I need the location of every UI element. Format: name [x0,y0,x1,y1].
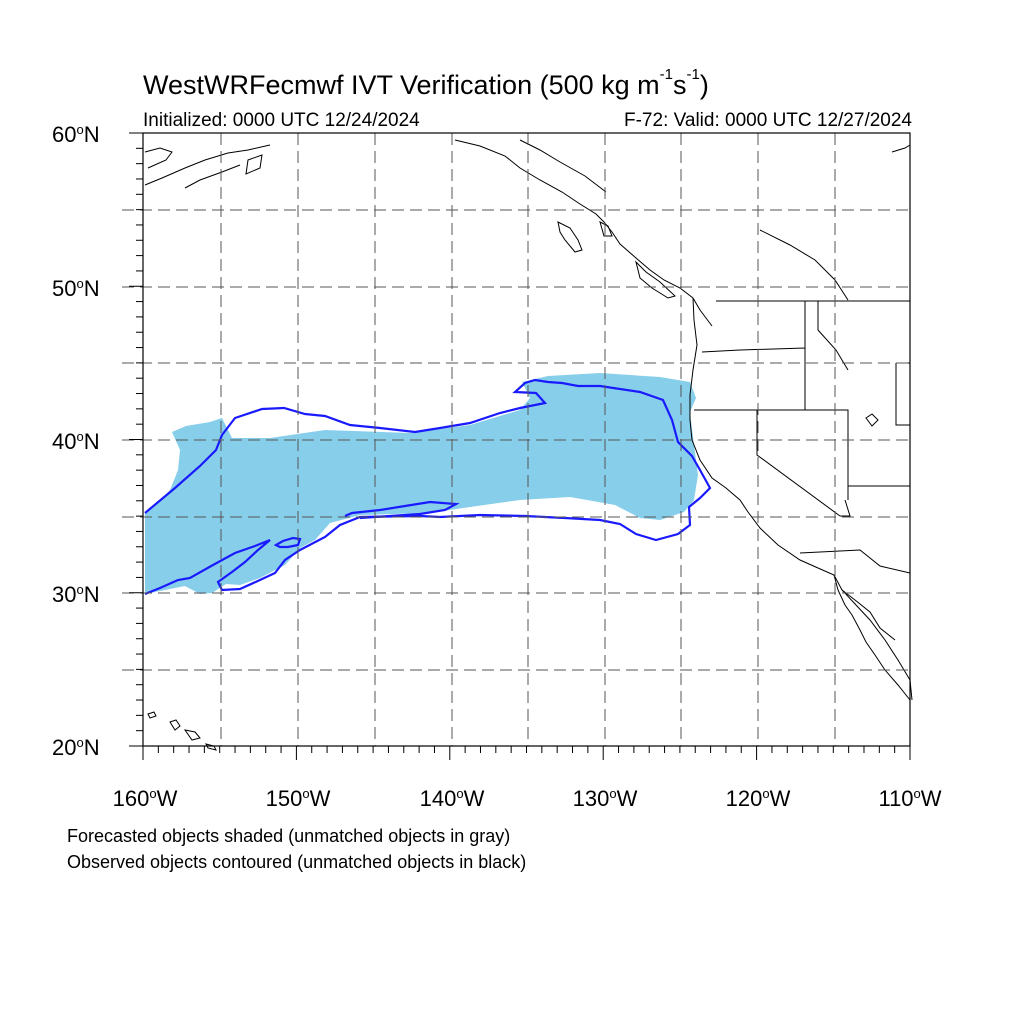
lat-label-40n: 40oN [52,429,100,454]
forecast-ivt-object [145,373,698,594]
lon-label-130w: 130oW [572,786,638,811]
baja-peninsula [833,574,911,701]
great-salt-lake [865,413,879,427]
legend-forecast-note: Forecasted objects shaded (unmatched obj… [67,826,511,846]
observed-ivt-contours [144,378,712,596]
valid-time-label: F-72: Valid: 0000 UTC 12/27/2024 [624,110,912,131]
hawaii-islands [147,711,217,751]
lat-label-50n: 50oN [52,276,100,301]
observed-contour-small [273,536,302,549]
east-canada-coast [759,144,911,301]
lat-label-30n: 30oN [52,582,100,607]
observed-contour-upper-edge [344,500,460,520]
alaska-coast [144,139,713,327]
initialized-label: Initialized: 0000 UTC 12/24/2024 [143,110,420,131]
lon-label-140w: 140oW [419,786,485,811]
lat-label-60n: 60oN [52,122,100,147]
us-west-coast [689,297,913,701]
lon-label-110w: 110oW [878,786,942,811]
lon-label-150w: 150oW [265,786,331,811]
observed-contour-main [144,378,712,596]
legend-observed-note: Observed objects contoured (unmatched ob… [67,852,527,872]
graticule [122,133,910,746]
lon-label-120w: 120oW [725,786,791,811]
us-state-lines [694,301,911,574]
figure-title: WestWRFecmwf IVT Verification (500 kg m-… [143,66,709,100]
lon-label-160w: 160oW [112,786,178,811]
coastlines [144,139,913,751]
lat-label-20n: 20oN [52,735,100,760]
axis-ticks [129,132,911,760]
